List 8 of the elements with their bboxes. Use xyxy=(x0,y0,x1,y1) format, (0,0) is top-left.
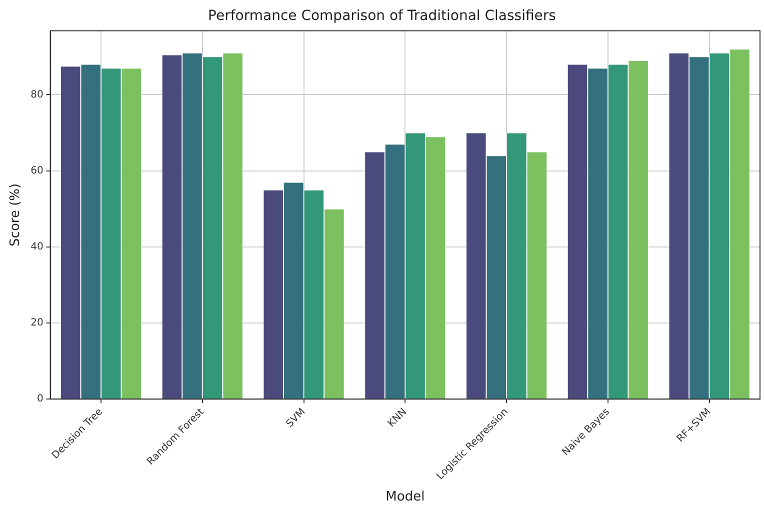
y-tick-label: 0 xyxy=(36,394,44,405)
y-tick-label: 40 xyxy=(30,241,44,252)
x-axis-title: Model xyxy=(386,490,425,505)
y-tick-label: 80 xyxy=(30,89,44,100)
y-axis-title: Score (%) xyxy=(8,183,24,246)
y-tick-label: 20 xyxy=(30,318,44,329)
y-tick-label: 60 xyxy=(30,165,44,176)
chart-title: Performance Comparison of Traditional Classifiers xyxy=(208,8,556,24)
